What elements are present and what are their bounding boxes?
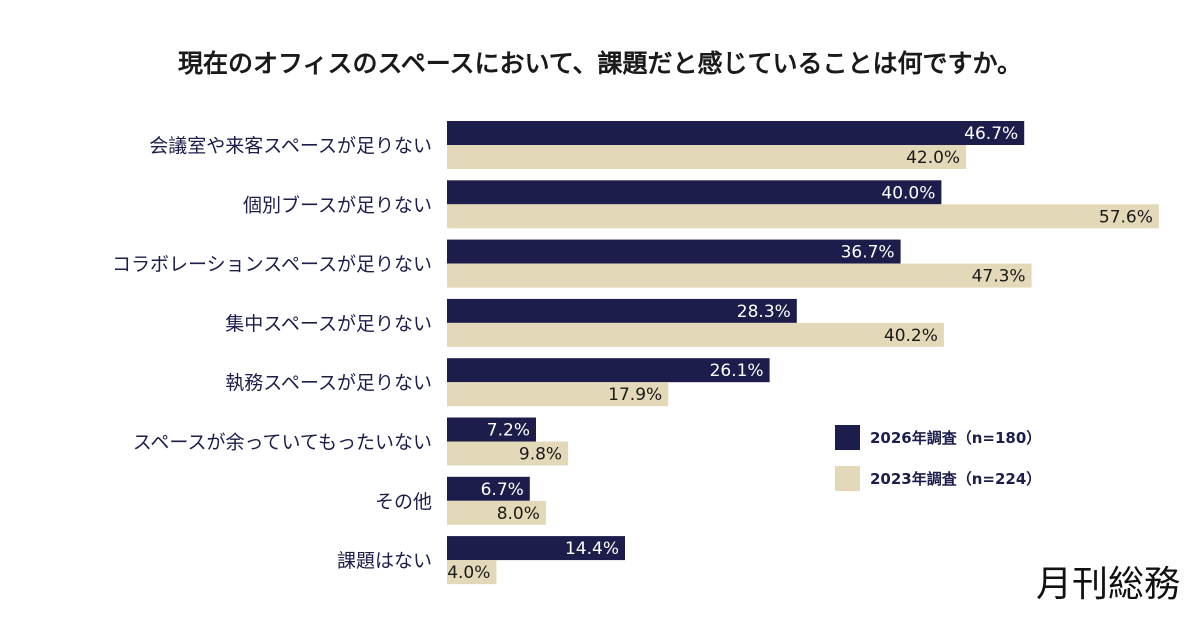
value-label: 9.8% (519, 445, 562, 465)
legend: 2026年調査（n=180） 2023年調査（n=224） (835, 425, 1041, 491)
value-label: 28.3% (737, 302, 791, 322)
value-label: 7.2% (487, 421, 530, 441)
category-label: スペースが余っていてもったいない (133, 432, 432, 454)
legend-label: 2026年調査（n=180） (870, 429, 1041, 447)
value-labels: 46.7%42.0% 40.0% 57.6% 36.7% 47.3% 28.3% 40.2%… (447, 124, 1153, 583)
legend-label: 2023年調査（n=224） (870, 470, 1041, 488)
category-label: 課題はない (337, 550, 432, 572)
bar-2023 (447, 204, 1159, 229)
bar-2023 (447, 263, 1032, 288)
category-label: その他 (375, 491, 432, 513)
value-label: 14.4% (565, 539, 619, 559)
value-label: 40.2% (884, 326, 938, 346)
chart-title: 現在のオフィスのスペースにおいて、課題だと感じていることは何ですか。 (178, 49, 1022, 78)
bar-2023 (447, 145, 967, 169)
legend-swatch (835, 425, 860, 450)
bar-2026 (447, 239, 901, 264)
category-label: 集中スペースが足りない (225, 313, 432, 335)
bar-2023 (447, 560, 497, 585)
bar-2023 (447, 382, 669, 407)
legend-swatch (835, 466, 860, 491)
brand-logo-text: 月刊総務 (1036, 564, 1180, 605)
bar-2026 (447, 358, 770, 383)
category-label: 会議室や来客スペースが足りない (149, 135, 432, 157)
bar-2023 (447, 441, 569, 466)
value-label: 36.7% (841, 243, 895, 263)
value-label: 4.0% (447, 563, 490, 583)
value-label: 47.3% (972, 267, 1026, 287)
bar-2026 (447, 417, 536, 442)
value-label: 46.7% (964, 124, 1018, 144)
category-label: 個別ブースが足りない (243, 193, 432, 216)
bar-2026 (447, 536, 625, 561)
bar-2026 (447, 476, 530, 501)
value-label: 26.1% (710, 361, 764, 381)
category-label: コラボレーションスペースが足りない (112, 254, 432, 276)
value-label: 57.6% (1099, 207, 1153, 227)
bar-2026 (447, 121, 1025, 145)
value-label: 17.9% (608, 385, 662, 405)
category-label: 執務スペースが足りない (225, 372, 432, 394)
value-label: 40.0% (881, 183, 935, 203)
bar-2026 (447, 180, 942, 205)
bar-2026 (447, 298, 797, 323)
category-labels: 会議室や来客スペースが足りない個別ブースが足りないコラボレーションスペースが足り… (112, 135, 432, 572)
value-label: 8.0% (497, 504, 540, 524)
bars (447, 121, 1159, 585)
value-label: 6.7% (481, 480, 524, 500)
value-label: 42.0% (906, 148, 960, 168)
bar-2023 (447, 500, 546, 525)
bar-2023 (447, 322, 944, 347)
